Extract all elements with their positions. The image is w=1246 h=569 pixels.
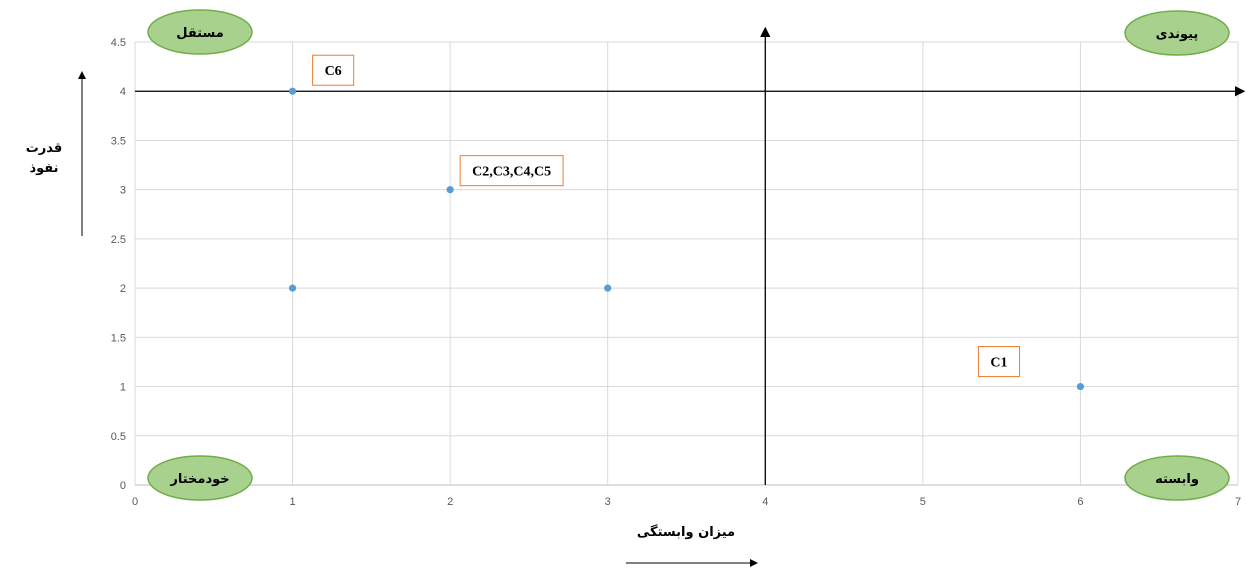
x-tick-label: 1 <box>290 496 296 508</box>
quadrant-label-bottom-right: وابسته <box>1155 472 1199 487</box>
point-labels: C6 C2,C3,C4,C5 C1 <box>312 54 1021 378</box>
point-label-box <box>977 346 1021 378</box>
x-tick-label: 6 <box>1077 496 1083 508</box>
y-tick-label: 2 <box>120 283 126 295</box>
quadrant-dividers <box>135 26 1246 485</box>
quadrant-badges: مستقل پیوندی خودمختار وابسته <box>147 9 1230 501</box>
y-tick-label: 1.5 <box>111 332 126 344</box>
quadrant-badge-top-left <box>147 9 253 55</box>
y-tick-label: 2.5 <box>111 234 126 246</box>
point-label-box <box>312 54 355 86</box>
data-point <box>604 284 612 292</box>
y-axis-title: قدرت نفوذ <box>26 71 86 236</box>
x-axis-title: میزان وابستگی <box>626 524 758 567</box>
x-tick-label: 0 <box>132 496 138 508</box>
data-point <box>288 284 297 292</box>
axes: 0 0.5 1 1.5 2 2.5 3 3.5 4 4.5 0 1 2 3 4 5 6 7 <box>111 37 1241 508</box>
x-axis-title-text: میزان وابستگی <box>637 524 735 540</box>
y-tick-label: 1 <box>120 382 126 394</box>
quadrant-label-top-right: پیوندی <box>1156 27 1199 42</box>
y-tick-label: 3.5 <box>111 135 126 147</box>
grid <box>134 41 1239 486</box>
x-tick-label: 2 <box>447 496 453 508</box>
y-tick-label: 4 <box>120 86 126 98</box>
y-tick-label: 0.5 <box>111 431 126 443</box>
point-label-text: C2,C3,C4,C5 <box>472 165 551 180</box>
x-tick-label: 7 <box>1235 496 1241 508</box>
x-tick-label: 3 <box>605 496 611 508</box>
point-label-text: C1 <box>990 356 1007 371</box>
x-tick-label: 5 <box>920 496 926 508</box>
data-point <box>288 87 297 95</box>
quadrant-badge-bottom-left <box>147 455 253 501</box>
x-tick-label: 4 <box>762 496 768 508</box>
y-axis-title-line-1: قدرت <box>26 141 63 156</box>
data-point <box>1076 382 1085 391</box>
y-tick-label: 4.5 <box>111 37 126 49</box>
y-tick-label: 3 <box>120 185 126 197</box>
data-point <box>446 186 454 194</box>
quadrant-badge-bottom-right <box>1124 455 1230 501</box>
quadrant-label-bottom-left: خودمختار <box>169 472 229 487</box>
point-label-text: C6 <box>325 64 342 79</box>
data-points <box>288 87 1085 391</box>
quadrant-badge-top-right <box>1124 10 1230 56</box>
point-label-box <box>459 155 564 187</box>
y-tick-label: 0 <box>120 480 126 492</box>
quadrant-label-top-left: مستقل <box>176 26 224 41</box>
y-axis-title-line-2: نفوذ <box>29 161 58 176</box>
